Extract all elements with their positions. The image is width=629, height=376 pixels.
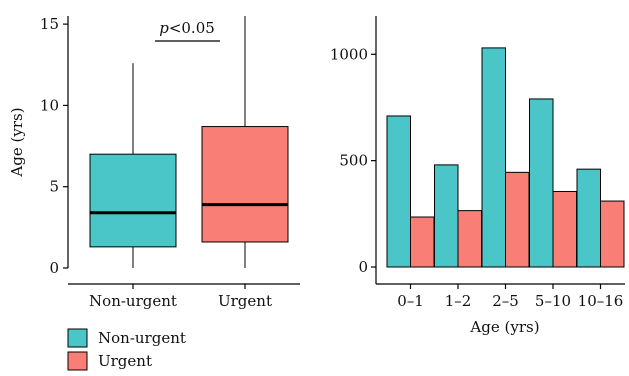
box-urgent bbox=[201, 126, 289, 243]
x-tick-label: 5–10 bbox=[535, 292, 571, 310]
x-tick-label: 10–16 bbox=[578, 292, 624, 310]
x-axis-title: Age (yrs) bbox=[469, 318, 539, 336]
y-tick-label: 0 bbox=[358, 258, 368, 276]
legend-swatch-urgent bbox=[67, 351, 88, 371]
bar-urgent-0 bbox=[410, 216, 435, 268]
y-tick-label: 500 bbox=[339, 152, 368, 170]
bar-urgent-1 bbox=[457, 210, 482, 268]
bar-non-urgent-0 bbox=[386, 115, 411, 268]
bar-urgent-4 bbox=[600, 200, 625, 268]
bar-non-urgent-3 bbox=[529, 98, 554, 268]
box-non-urgent bbox=[89, 153, 177, 248]
y-tick-label: 10 bbox=[40, 96, 59, 114]
x-tick-label: 1–2 bbox=[445, 292, 472, 310]
y-axis-title: Age (yrs) bbox=[8, 107, 26, 177]
x-tick-label: Non-urgent bbox=[89, 292, 177, 310]
significance-label: p<0.05 bbox=[159, 19, 215, 37]
legend: Non-urgent Urgent bbox=[67, 328, 186, 371]
legend-swatch-non-urgent bbox=[67, 328, 88, 348]
legend-label: Non-urgent bbox=[98, 329, 186, 347]
y-tick-label: 5 bbox=[49, 178, 59, 196]
bar-non-urgent-4 bbox=[576, 168, 601, 268]
bar-non-urgent-2 bbox=[481, 47, 506, 268]
bar-chart: 0 500 1000 0–1 1–2 2–5 5–10 10–16 Age (yrs) bbox=[330, 16, 625, 336]
legend-label: Urgent bbox=[98, 352, 152, 370]
bar-urgent-2 bbox=[505, 171, 530, 268]
x-tick-label: 2–5 bbox=[492, 292, 519, 310]
bar-urgent-3 bbox=[552, 190, 577, 268]
y-tick-label: 15 bbox=[40, 15, 59, 33]
bar-non-urgent-1 bbox=[434, 164, 459, 268]
y-tick-label: 0 bbox=[49, 259, 59, 277]
x-tick-label: Urgent bbox=[218, 292, 272, 310]
y-tick-label: 1000 bbox=[330, 45, 368, 63]
box-plot-chart: 0 5 10 15 Age (yrs) Non-urgent Urgent p<0.05 bbox=[8, 15, 300, 310]
x-tick-label: 0–1 bbox=[397, 292, 424, 310]
